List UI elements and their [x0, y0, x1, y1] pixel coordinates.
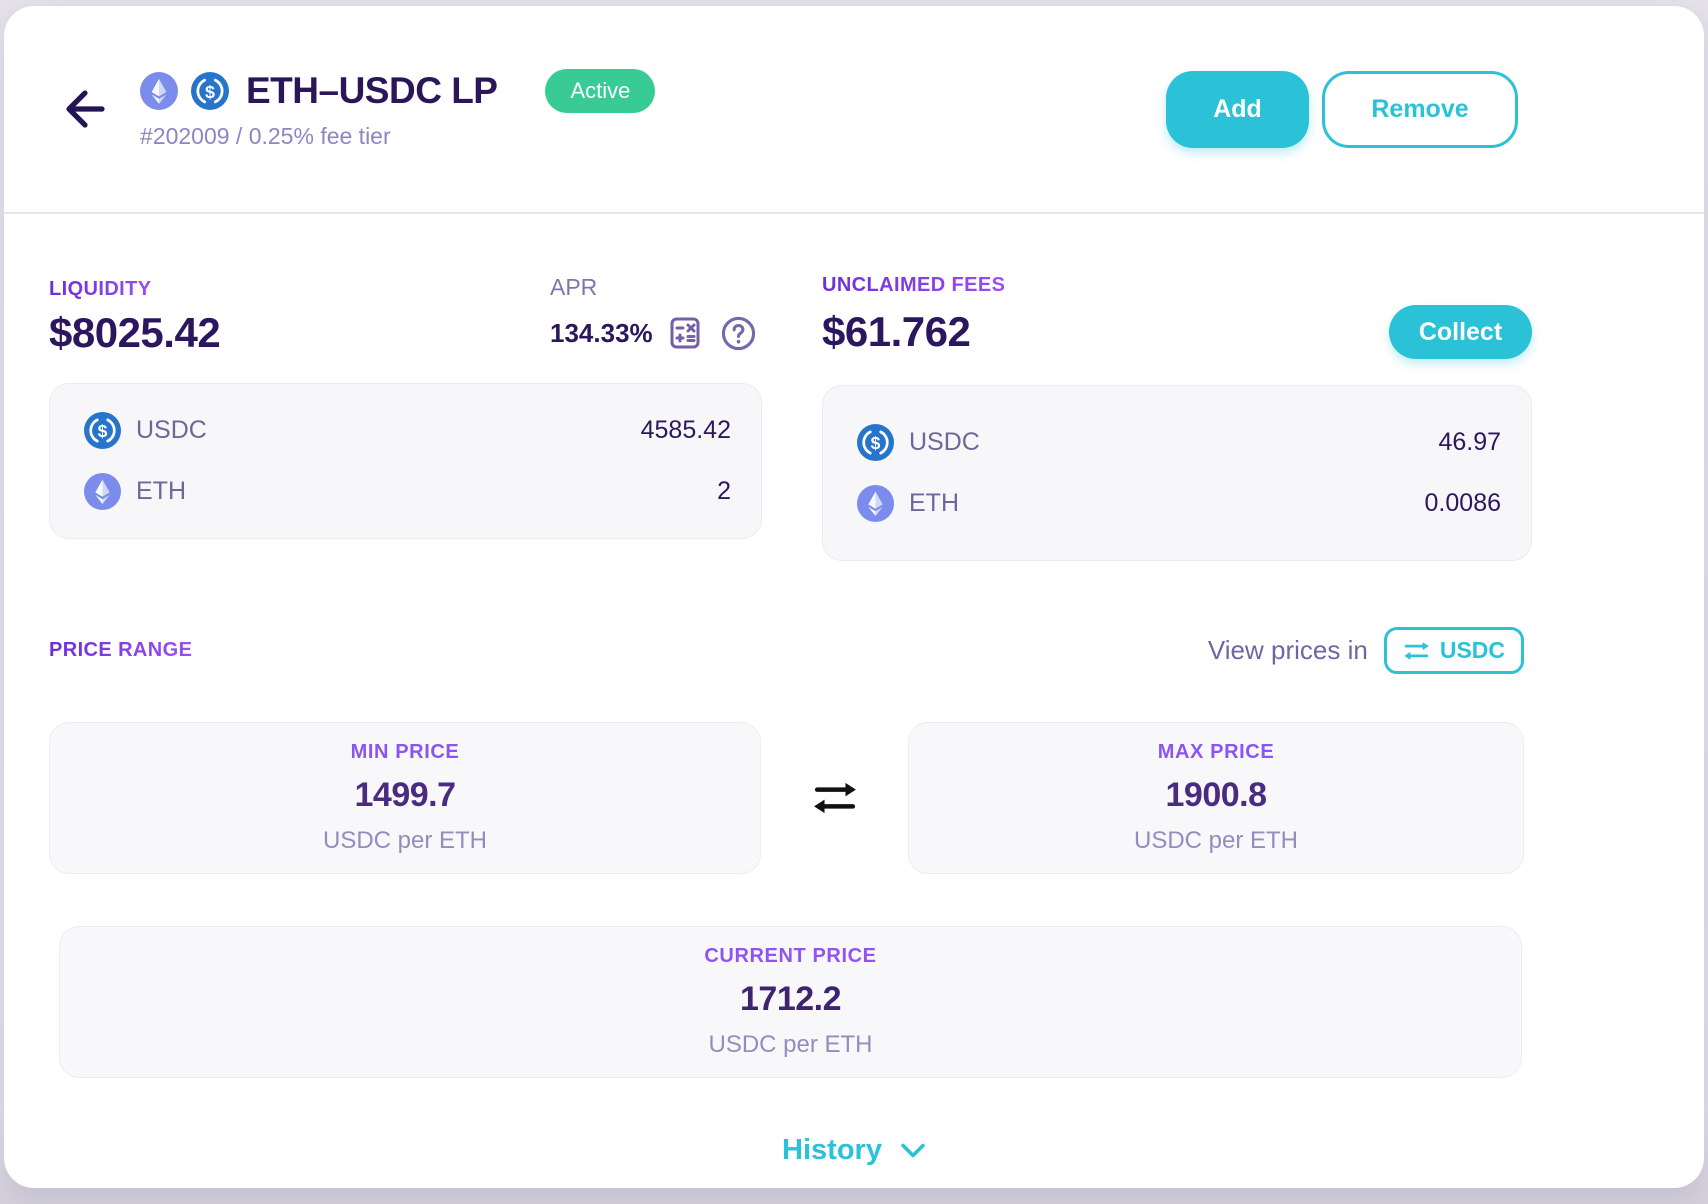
- token-amount: 46.97: [1438, 428, 1501, 456]
- price-range-row: MIN PRICE 1499.7 USDC per ETH MAX PRICE …: [49, 722, 1524, 874]
- position-subtitle: #202009 / 0.25% fee tier: [140, 122, 391, 149]
- position-card: ETH–USDC LP Active #202009 / 0.25% fee t…: [4, 6, 1704, 1188]
- liquidity-value: $8025.42: [49, 309, 221, 356]
- swap-arrows-icon: [812, 779, 858, 817]
- max-price-box: MAX PRICE 1900.8 USDC per ETH: [908, 722, 1524, 874]
- back-button[interactable]: [62, 86, 108, 132]
- calculator-icon: [670, 317, 700, 349]
- token-amount: 2: [717, 477, 731, 505]
- swap-arrows-icon: [1402, 640, 1430, 661]
- token-symbol: USDC: [909, 428, 980, 456]
- apr-value: 134.33%: [550, 317, 653, 348]
- min-price-label: MIN PRICE: [350, 741, 460, 763]
- status-badge: Active: [545, 68, 656, 113]
- remove-button[interactable]: Remove: [1322, 70, 1518, 148]
- usdc-token-icon: [191, 71, 229, 110]
- view-prices-in-text: View prices in: [1207, 635, 1368, 665]
- unclaimed-fees-label: UNCLAIMED FEES: [822, 274, 1006, 296]
- liquidity-token-box: USDC 4585.42 ETH 2: [49, 383, 762, 539]
- price-range-header: PRICE RANGE View prices in USDC: [49, 627, 1524, 674]
- max-price-unit: USDC per ETH: [1133, 827, 1299, 854]
- token-row-eth: ETH 0.0086: [857, 485, 1501, 522]
- token-row-usdc: USDC 4585.42: [84, 412, 731, 449]
- currency-toggle-button[interactable]: USDC: [1383, 627, 1524, 674]
- token-symbol: USDC: [136, 416, 207, 444]
- content: LIQUIDITY APR $8025.42 134.33%: [4, 214, 1704, 1078]
- liquidity-section: LIQUIDITY APR $8025.42 134.33%: [49, 274, 762, 539]
- token-amount: 4585.42: [640, 416, 731, 444]
- history-toggle[interactable]: History: [4, 1134, 1704, 1167]
- eth-token-icon: [857, 485, 894, 522]
- chevron-down-icon: [901, 1143, 925, 1157]
- current-price-label: CURRENT PRICE: [704, 945, 877, 967]
- arrow-left-icon: [66, 90, 105, 128]
- current-price-unit: USDC per ETH: [708, 1031, 873, 1058]
- token-amount: 0.0086: [1424, 489, 1501, 517]
- apr-label: APR: [550, 274, 598, 300]
- usdc-token-icon: [857, 424, 894, 461]
- collect-button[interactable]: Collect: [1389, 305, 1532, 359]
- eth-token-icon: [140, 71, 178, 110]
- add-button[interactable]: Add: [1166, 70, 1309, 148]
- token-row-usdc: USDC 46.97: [857, 424, 1501, 461]
- currency-toggle-label: USDC: [1439, 637, 1505, 663]
- current-price-box: CURRENT PRICE 1712.2 USDC per ETH: [59, 926, 1522, 1078]
- min-price-box: MIN PRICE 1499.7 USDC per ETH: [49, 722, 761, 874]
- unclaimed-fees-section: UNCLAIMED FEES $61.762 Collect USDC 46.9…: [822, 274, 1532, 561]
- current-price-value: 1712.2: [740, 980, 842, 1018]
- header: ETH–USDC LP Active #202009 / 0.25% fee t…: [4, 6, 1704, 214]
- page-title: ETH–USDC LP: [246, 69, 498, 111]
- apr-help-button[interactable]: [703, 316, 756, 351]
- max-price-value: 1900.8: [1165, 776, 1268, 814]
- fees-token-box: USDC 46.97 ETH 0.0086: [822, 385, 1532, 561]
- eth-token-icon: [84, 473, 121, 510]
- unclaimed-fees-value: $61.762: [822, 308, 971, 355]
- min-price-value: 1499.7: [354, 776, 457, 814]
- token-symbol: ETH: [909, 489, 959, 517]
- liquidity-label: LIQUIDITY: [49, 278, 152, 300]
- token-row-eth: ETH 2: [84, 473, 731, 510]
- token-symbol: ETH: [136, 477, 186, 505]
- apr-calculator-button[interactable]: [653, 315, 703, 351]
- min-price-unit: USDC per ETH: [322, 827, 488, 854]
- usdc-token-icon: [84, 412, 121, 449]
- history-label: History: [782, 1134, 882, 1166]
- price-range-label: PRICE RANGE: [49, 639, 193, 661]
- max-price-label: MAX PRICE: [1157, 741, 1275, 763]
- title-block: ETH–USDC LP Active #202009 / 0.25% fee t…: [140, 68, 1166, 150]
- question-circle-icon: [721, 316, 755, 350]
- header-actions: Add Remove: [1166, 70, 1518, 148]
